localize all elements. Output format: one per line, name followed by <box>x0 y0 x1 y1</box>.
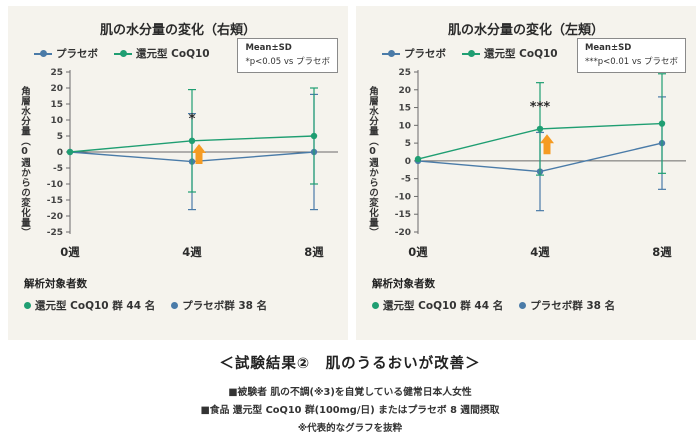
svg-text:0週: 0週 <box>60 245 80 259</box>
svg-text:-20: -20 <box>395 228 411 238</box>
analysis-coq10-text: 還元型 CoQ10 群 44 名 <box>35 300 156 312</box>
svg-text:10: 10 <box>398 121 411 131</box>
svg-text:15: 15 <box>50 100 63 110</box>
legend-item-coq10: 還元型 CoQ10 <box>462 46 558 61</box>
svg-text:5: 5 <box>57 132 63 142</box>
svg-text:20: 20 <box>50 84 63 94</box>
svg-text:15: 15 <box>398 104 411 114</box>
chart-panel-left-cheek: 肌の水分量の変化（左頬） プラセボ 還元型 CoQ10 Mean±SD ***p… <box>356 6 696 340</box>
chart-title-left-cheek: 肌の水分量の変化（左頬） <box>447 23 604 38</box>
svg-text:-20: -20 <box>47 212 63 222</box>
coq10-marker-icon <box>114 49 132 58</box>
line-chart-right-cheek: -25 -20 -15 -10 -5 0 5 10 15 20 25 0週 4週 8週 * <box>47 68 338 259</box>
analysis-placebo-text: プラセボ群 38 名 <box>182 300 268 312</box>
analysis-placebo-count: プラセボ群 38 名 <box>171 298 267 313</box>
legend-label-coq10: 還元型 CoQ10 <box>136 48 210 60</box>
stats-box: Mean±SD ***p<0.01 vs プラセボ <box>576 38 686 74</box>
svg-text:*: * <box>189 112 196 127</box>
placebo-marker-icon <box>382 49 400 58</box>
chart-legend: プラセボ 還元型 CoQ10 <box>34 46 210 61</box>
caption-line-note: ※代表的なグラフを抜粋 <box>297 423 403 435</box>
stats-mean-sd: Mean±SD <box>584 43 632 53</box>
legend-label-coq10: 還元型 CoQ10 <box>484 48 558 60</box>
stats-pvalue: ***p<0.01 vs プラセボ <box>584 56 678 67</box>
analysis-section: 解析対象者数 還元型 CoQ10 群 44 名 プラセボ群 38 名 <box>24 276 267 313</box>
results-title: ＜試験結果② 肌のうるおいが改善＞ <box>219 356 481 372</box>
caption-line-subjects: ■被験者 肌の不調(※3)を自覚している健常日本人女性 <box>228 387 472 398</box>
results-notes: ■被験者 肌の不調(※3)を自覚している健常日本人女性 ■食品 還元型 CoQ1… <box>0 384 700 438</box>
svg-text:-10: -10 <box>47 180 63 190</box>
svg-text:5: 5 <box>405 139 411 149</box>
caption-line-food: ■食品 還元型 CoQ10 群(100mg/日) またはプラセボ 8 週間摂取 <box>200 405 500 417</box>
analysis-section: 解析対象者数 還元型 CoQ10 群 44 名 プラセボ群 38 名 <box>372 276 615 313</box>
svg-text:4週: 4週 <box>182 245 202 259</box>
chart-panel-right-cheek: 肌の水分量の変化（右頬） プラセボ 還元型 CoQ10 Mean±SD *p<0… <box>8 6 348 340</box>
coq10-dot-icon <box>24 302 31 309</box>
legend-item-coq10: 還元型 CoQ10 <box>114 46 210 61</box>
svg-text:-15: -15 <box>395 210 411 220</box>
analysis-placebo-text: プラセボ群 38 名 <box>530 300 616 312</box>
placebo-dot-icon <box>519 302 527 309</box>
analysis-coq10-text: 還元型 CoQ10 群 44 名 <box>383 300 504 312</box>
svg-text:***: *** <box>530 100 551 115</box>
chart-legend: プラセボ 還元型 CoQ10 <box>382 46 558 61</box>
svg-text:0: 0 <box>405 157 411 167</box>
stats-box: Mean±SD *p<0.05 vs プラセボ <box>237 38 338 74</box>
analysis-placebo-count: プラセボ群 38 名 <box>519 298 615 313</box>
y-axis-label: 角層水分量（0週からの変化量） <box>367 86 378 238</box>
analysis-legend: 還元型 CoQ10 群 44 名 プラセボ群 38 名 <box>372 298 615 313</box>
analysis-label: 解析対象者数 <box>24 278 87 290</box>
svg-text:20: 20 <box>398 86 411 96</box>
svg-text:4週: 4週 <box>530 245 550 259</box>
legend-item-placebo: プラセボ <box>34 46 98 61</box>
legend-item-placebo: プラセボ <box>382 46 446 61</box>
analysis-legend: 還元型 CoQ10 群 44 名 プラセボ群 38 名 <box>24 298 267 313</box>
analysis-coq10-count: 還元型 CoQ10 群 44 名 <box>24 298 155 313</box>
svg-text:25: 25 <box>50 68 63 78</box>
placebo-dot-icon <box>171 302 179 309</box>
legend-label-placebo: プラセボ <box>404 48 446 60</box>
analysis-coq10-count: 還元型 CoQ10 群 44 名 <box>372 298 503 313</box>
svg-text:0週: 0週 <box>408 245 428 259</box>
placebo-marker-icon <box>34 49 52 58</box>
svg-text:-25: -25 <box>47 228 63 238</box>
svg-text:-10: -10 <box>395 192 411 202</box>
svg-text:-5: -5 <box>53 164 63 174</box>
y-axis-label: 角層水分量（0週からの変化量） <box>19 86 30 238</box>
svg-text:8週: 8週 <box>652 245 672 259</box>
line-chart-left-cheek: -20 -15 -10 -5 0 5 10 15 20 25 0週 4週 8週 *** <box>395 68 686 259</box>
stats-mean-sd: Mean±SD <box>245 43 292 53</box>
svg-text:8週: 8週 <box>304 245 324 259</box>
svg-text:10: 10 <box>50 116 63 126</box>
svg-text:-5: -5 <box>401 175 411 185</box>
results-caption: ＜試験結果② 肌のうるおいが改善＞ ■被験者 肌の不調(※3)を自覚している健常… <box>0 352 700 438</box>
chart-title-right-cheek: 肌の水分量の変化（右頬） <box>99 23 256 38</box>
coq10-dot-icon <box>372 302 379 309</box>
legend-label-placebo: プラセボ <box>56 48 98 60</box>
coq10-marker-icon <box>462 49 480 58</box>
stats-pvalue: *p<0.05 vs プラセボ <box>245 56 330 67</box>
analysis-label: 解析対象者数 <box>372 278 435 290</box>
svg-text:25: 25 <box>398 68 411 78</box>
svg-text:0: 0 <box>57 148 63 158</box>
svg-text:-15: -15 <box>47 196 63 206</box>
